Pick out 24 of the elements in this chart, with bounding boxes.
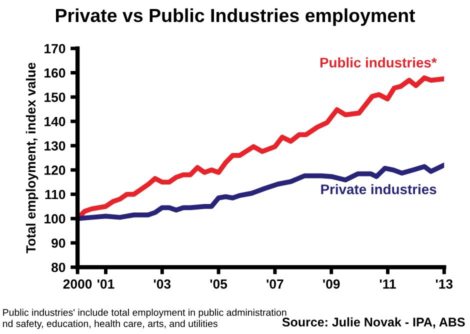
- y-tick-label: 150: [44, 92, 66, 102]
- series-label: Public industries*: [320, 57, 437, 68]
- x-tick-label: '11: [380, 279, 396, 289]
- y-tick-label: 90: [52, 238, 66, 248]
- y-tick-label: 100: [44, 214, 66, 224]
- y-tick-label: 160: [44, 68, 66, 78]
- x-tick-label: 2000: [63, 279, 92, 289]
- x-tick-label: '03: [154, 279, 171, 289]
- series-label: Private industries: [321, 184, 436, 194]
- y-tick-label: 80: [51, 262, 66, 272]
- y-axis-title: Total employment, index value: [26, 62, 38, 254]
- y-tick-label: 120: [44, 166, 66, 175]
- y-tick-label: 140: [44, 116, 66, 126]
- y-tick-label: 170: [44, 44, 66, 54]
- x-tick-label: '01: [98, 279, 114, 289]
- x-tick-label: '07: [266, 279, 284, 289]
- y-tick-label: 130: [44, 141, 66, 151]
- y-tick-label: 110: [45, 190, 66, 200]
- source-note: Source: Julie Novak - IPA, ABS: [282, 317, 465, 328]
- chart-title: Private vs Public Industries employment: [56, 8, 416, 26]
- x-tick-label: '09: [323, 279, 340, 289]
- x-tick-label: '05: [210, 279, 228, 289]
- x-tick-label: '13: [436, 279, 453, 289]
- line-series: [78, 162, 444, 222]
